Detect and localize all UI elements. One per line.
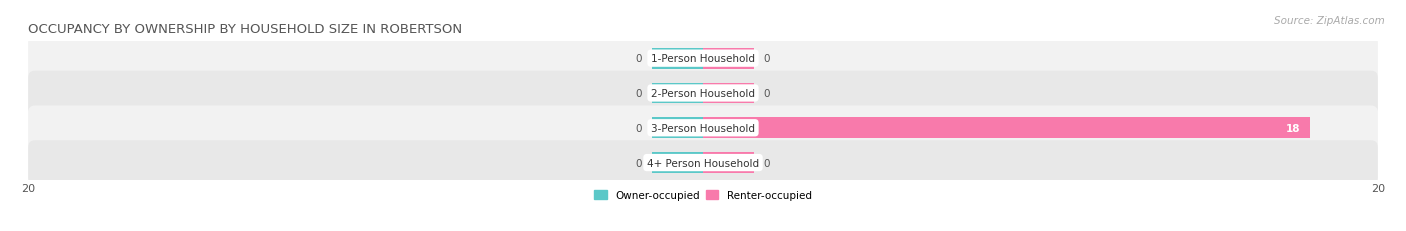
Text: 0: 0: [636, 88, 643, 99]
FancyBboxPatch shape: [28, 106, 1378, 150]
Bar: [652, 83, 703, 104]
Text: 0: 0: [636, 158, 643, 168]
Text: 3-Person Household: 3-Person Household: [651, 123, 755, 133]
Bar: [703, 152, 754, 173]
Text: 0: 0: [763, 54, 770, 64]
Bar: [652, 152, 703, 173]
Text: 1-Person Household: 1-Person Household: [651, 54, 755, 64]
Text: Source: ZipAtlas.com: Source: ZipAtlas.com: [1274, 16, 1385, 26]
Text: 0: 0: [636, 54, 643, 64]
Text: 4+ Person Household: 4+ Person Household: [647, 158, 759, 168]
Text: 0: 0: [636, 123, 643, 133]
Text: 18: 18: [1285, 123, 1301, 133]
Text: 2-Person Household: 2-Person Household: [651, 88, 755, 99]
Text: 0: 0: [763, 158, 770, 168]
FancyBboxPatch shape: [28, 71, 1378, 116]
Bar: [703, 83, 754, 104]
Bar: [703, 49, 754, 69]
FancyBboxPatch shape: [28, 37, 1378, 81]
FancyBboxPatch shape: [28, 141, 1378, 185]
Bar: [703, 118, 1310, 139]
Text: OCCUPANCY BY OWNERSHIP BY HOUSEHOLD SIZE IN ROBERTSON: OCCUPANCY BY OWNERSHIP BY HOUSEHOLD SIZE…: [28, 23, 463, 36]
Bar: [652, 49, 703, 69]
Legend: Owner-occupied, Renter-occupied: Owner-occupied, Renter-occupied: [595, 190, 811, 200]
Bar: [652, 118, 703, 139]
Text: 0: 0: [763, 88, 770, 99]
